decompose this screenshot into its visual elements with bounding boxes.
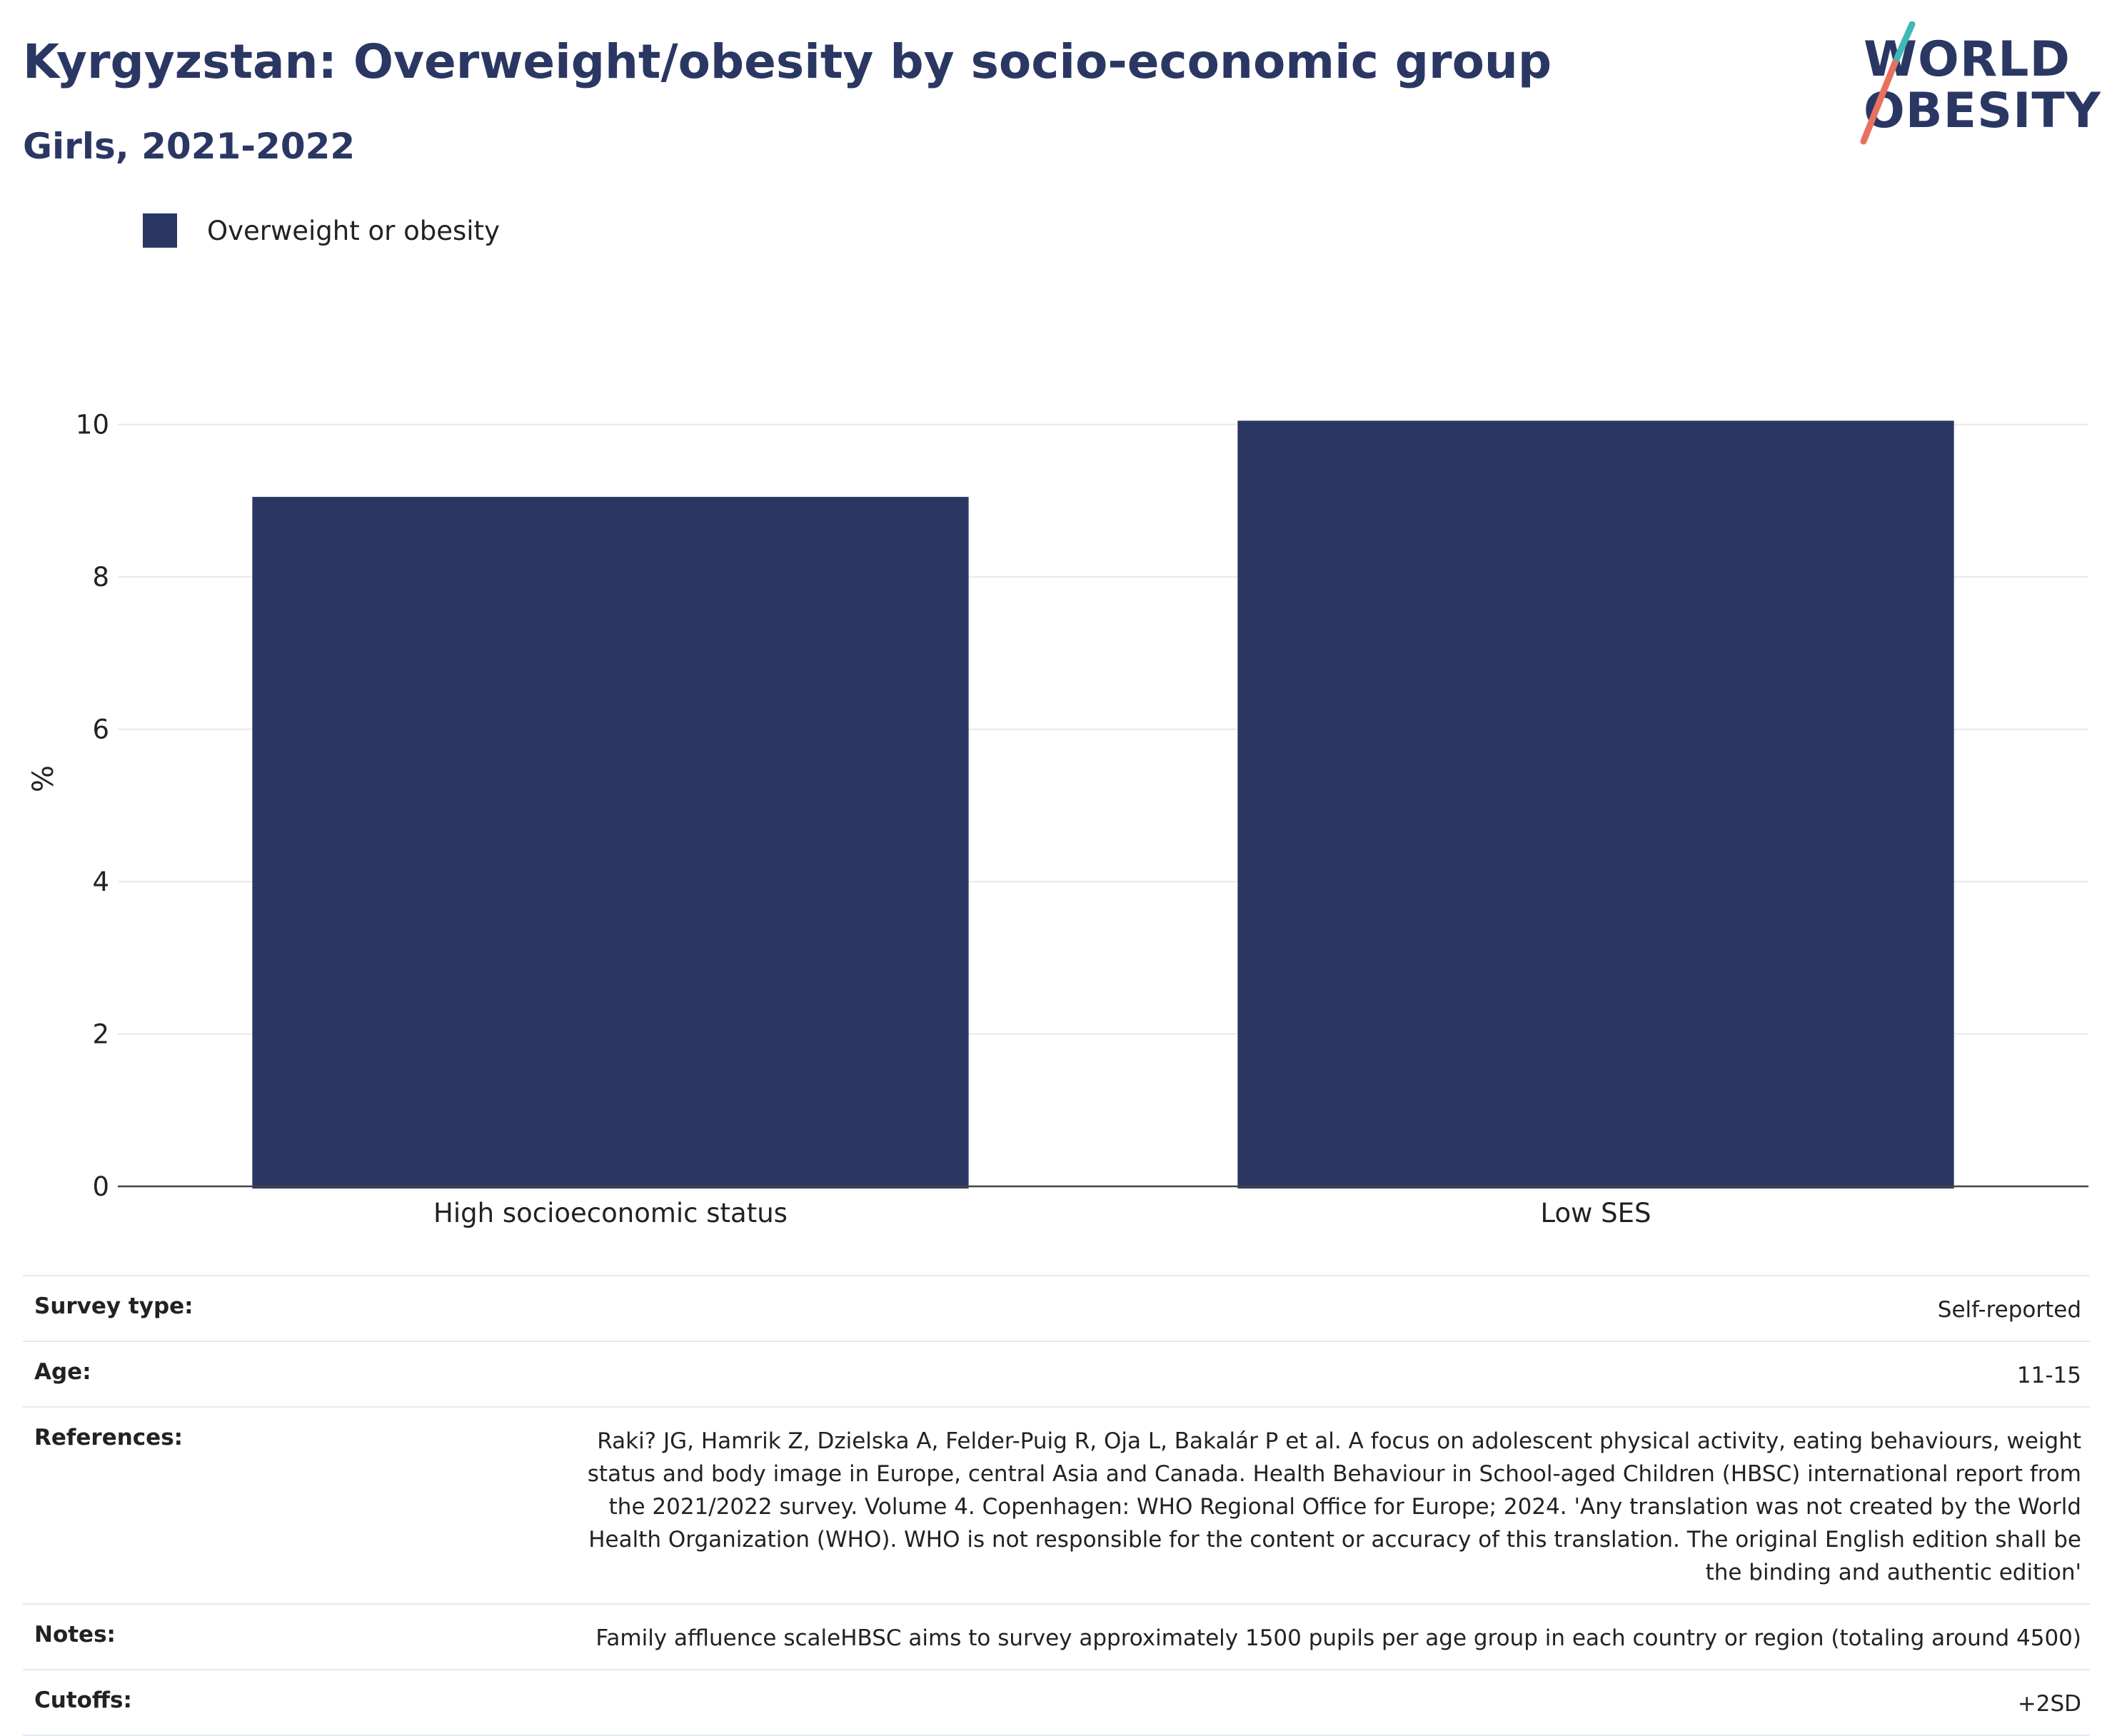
meta-value: Family affluence scaleHBSC aims to surve… <box>595 1625 2081 1651</box>
meta-value: Self-reported <box>1937 1297 2081 1323</box>
meta-value: +2SD <box>2017 1691 2081 1717</box>
meta-value: Raki? JG, Hamrik Z, Dzielska A, Felder-P… <box>587 1428 2081 1585</box>
chart-subtitle: Girls, 2021-2022 <box>23 126 356 167</box>
y-axis-label: % <box>27 765 60 792</box>
bar-chart: 0 2 4 6 8 10 High socioeconomic status Low SES% <box>27 410 2088 1228</box>
legend: Overweight or obesity <box>143 213 500 248</box>
logo-word-obesity: OBESITY <box>1864 83 2101 139</box>
meta-row-age: Age: 11-15 <box>23 1341 2090 1406</box>
bar <box>1237 420 1954 1189</box>
legend-label: Overweight or obesity <box>207 215 500 246</box>
meta-row-notes: Notes: Family affluence scaleHBSC aims t… <box>23 1603 2090 1669</box>
y-tick-label: 2 <box>92 1019 109 1050</box>
y-tick-label: 10 <box>76 410 109 440</box>
y-tick-label: 8 <box>92 562 109 592</box>
meta-label: Notes: <box>34 1622 116 1647</box>
x-tick-label: Low SES <box>1541 1198 1651 1228</box>
bar <box>252 497 969 1189</box>
legend-swatch <box>143 213 177 248</box>
meta-row-survey-type: Survey type: Self-reported <box>23 1275 2090 1341</box>
meta-label: Cutoffs: <box>34 1687 132 1713</box>
logo-slash-icon <box>1860 21 1916 145</box>
meta-label: Age: <box>34 1359 91 1385</box>
meta-label: Survey type: <box>34 1293 193 1319</box>
world-obesity-logo: WORLD OBESITY <box>1856 21 2101 150</box>
x-tick-label: High socioeconomic status <box>433 1198 788 1228</box>
chart-title: Kyrgyzstan: Overweight/obesity by socio-… <box>23 34 1552 89</box>
meta-row-cutoffs: Cutoffs: +2SD <box>23 1669 2090 1736</box>
y-tick-label: 6 <box>92 715 109 745</box>
y-tick-label: 4 <box>92 867 109 897</box>
meta-label: References: <box>34 1425 183 1450</box>
metadata-table: Survey type: Self-reported Age: 11-15 Re… <box>23 1275 2090 1736</box>
meta-value: 11-15 <box>2016 1363 2081 1388</box>
y-tick-label: 0 <box>92 1171 109 1202</box>
meta-row-references: References: Raki? JG, Hamrik Z, Dzielska… <box>23 1406 2090 1603</box>
